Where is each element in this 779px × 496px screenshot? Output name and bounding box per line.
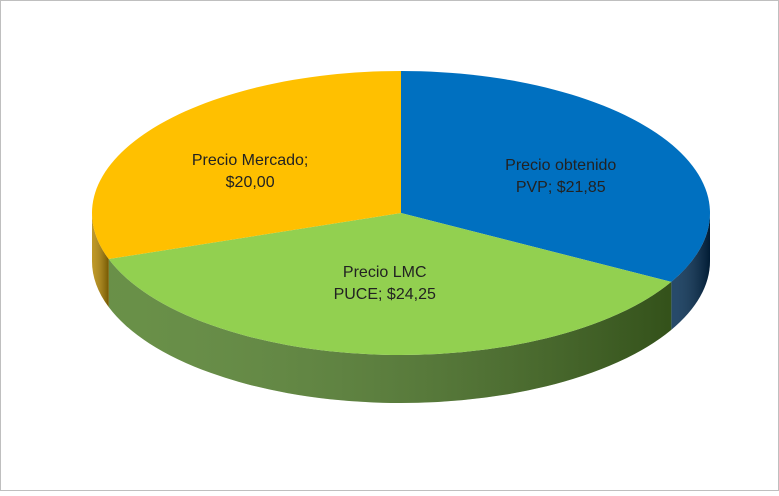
pie-side-shade <box>671 213 710 330</box>
data-label: Precio obtenido <box>505 157 616 174</box>
pie-side-shade <box>92 213 109 308</box>
data-label: PVP; $21,85 <box>516 179 606 196</box>
data-label: Precio LMC <box>343 264 427 281</box>
data-label: $20,00 <box>226 174 275 191</box>
data-label: Precio Mercado; <box>192 152 309 169</box>
pie-slice <box>401 71 710 282</box>
pie-slice <box>108 213 672 355</box>
pie-slice <box>92 71 402 260</box>
data-label: PUCE; $24,25 <box>334 286 436 303</box>
pie-side-shade <box>108 259 672 403</box>
